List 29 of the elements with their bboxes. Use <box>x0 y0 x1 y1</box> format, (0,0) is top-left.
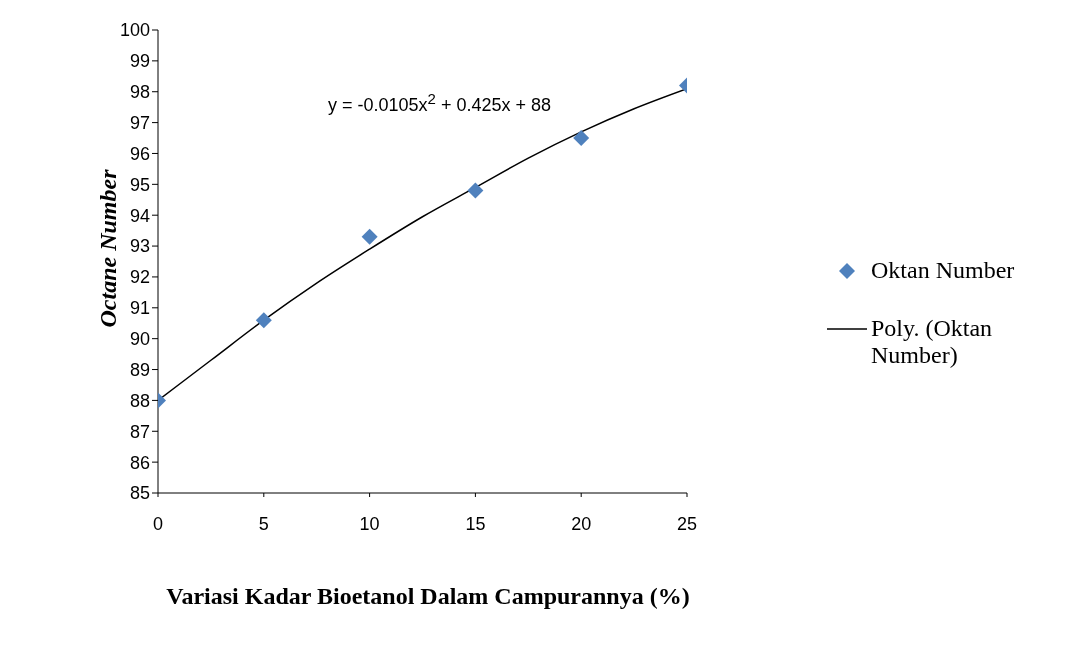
point <box>361 228 378 245</box>
x-tick-label: 25 <box>676 513 698 534</box>
y-tick-label: 100 <box>119 20 150 41</box>
y-tick-label: 88 <box>129 390 150 411</box>
annotation: y = -0.0105x$^{2}$ + 0.425x + 88 <box>328 90 551 116</box>
y-tick-label: 96 <box>129 143 150 164</box>
y-tick-label: 85 <box>129 483 150 504</box>
y-tick-label: 94 <box>129 205 150 226</box>
y-tick-label: 86 <box>129 452 150 473</box>
y-tick-label: 87 <box>129 421 150 442</box>
y-tick-label: 98 <box>129 82 150 103</box>
y-tick-label: 93 <box>129 236 150 257</box>
x-tick-label: 20 <box>571 513 592 534</box>
x-axis-title: Variasi Kadar Bioetanol Dalam Campurannya (%) <box>165 582 691 611</box>
legend-label: Poly. (Oktan Number) <box>871 315 994 369</box>
point <box>467 182 484 199</box>
x-tick-label: 15 <box>465 513 486 534</box>
y-tick-label: 97 <box>129 112 150 133</box>
y-tick-label: 90 <box>129 329 150 350</box>
y-tick-label: 89 <box>129 359 150 380</box>
y-tick-label: 99 <box>129 51 150 72</box>
y-tick-label: 91 <box>129 298 150 319</box>
y-tick-label: 92 <box>129 267 150 288</box>
legend-label: Oktan Number <box>871 257 1015 284</box>
x-tick-label: 0 <box>152 513 164 534</box>
y-axis-title: Octane Number <box>94 169 122 327</box>
x-tick-label: 10 <box>359 513 380 534</box>
y-tick-label: 95 <box>129 174 150 195</box>
x-tick-label: 5 <box>258 513 269 534</box>
